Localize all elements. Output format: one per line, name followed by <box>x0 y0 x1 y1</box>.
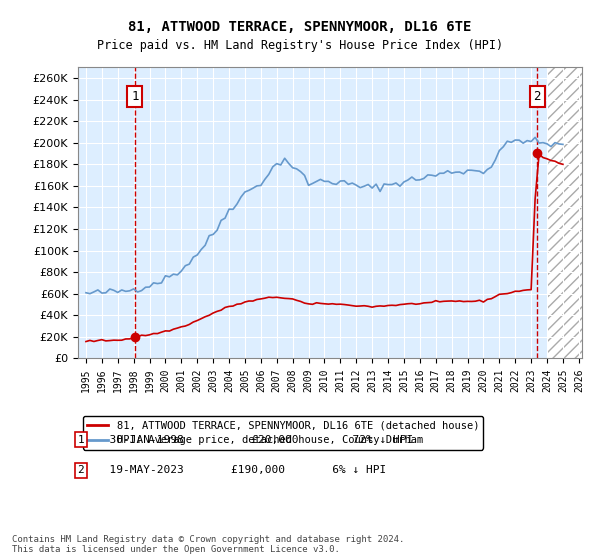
Text: 30-JAN-1998          £20,000        72% ↓ HPI: 30-JAN-1998 £20,000 72% ↓ HPI <box>96 435 413 445</box>
Text: 2: 2 <box>77 465 85 475</box>
Text: 1: 1 <box>77 435 85 445</box>
Bar <box>547 67 587 358</box>
Text: Contains HM Land Registry data © Crown copyright and database right 2024.
This d: Contains HM Land Registry data © Crown c… <box>12 535 404 554</box>
Legend: 81, ATTWOOD TERRACE, SPENNYMOOR, DL16 6TE (detached house), HPI: Average price, : 81, ATTWOOD TERRACE, SPENNYMOOR, DL16 6T… <box>83 416 483 450</box>
Text: 1: 1 <box>131 90 139 103</box>
Text: Price paid vs. HM Land Registry's House Price Index (HPI): Price paid vs. HM Land Registry's House … <box>97 39 503 52</box>
Text: 2: 2 <box>533 90 541 103</box>
Text: 19-MAY-2023       £190,000       6% ↓ HPI: 19-MAY-2023 £190,000 6% ↓ HPI <box>96 465 386 475</box>
Text: 81, ATTWOOD TERRACE, SPENNYMOOR, DL16 6TE: 81, ATTWOOD TERRACE, SPENNYMOOR, DL16 6T… <box>128 20 472 34</box>
